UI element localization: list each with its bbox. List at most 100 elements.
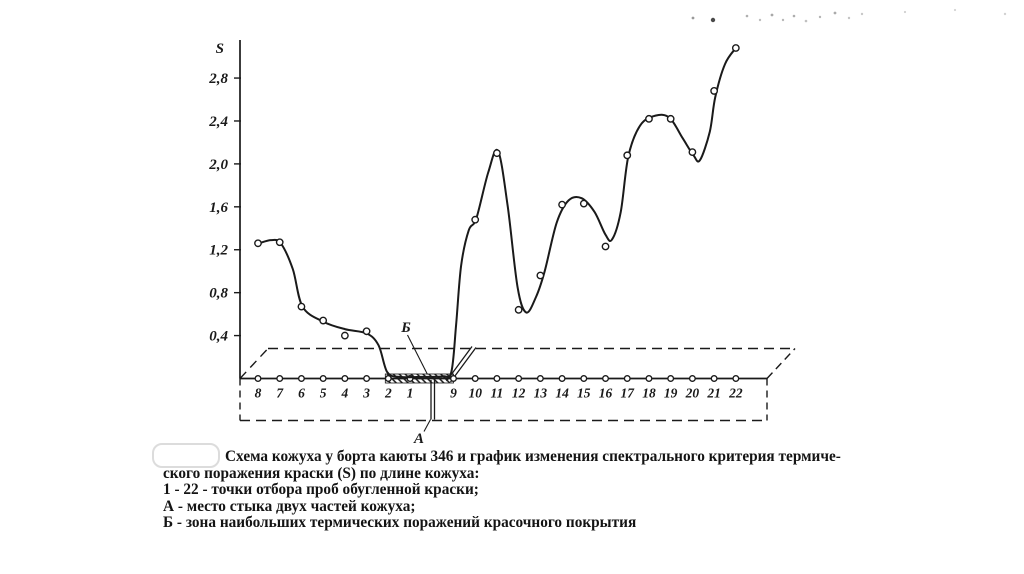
whiteout-box xyxy=(152,443,220,468)
joint-line-a xyxy=(430,380,436,420)
x-point-label: 22 xyxy=(728,386,743,401)
data-point-marker xyxy=(493,149,501,158)
y-tick-label: 2,8 xyxy=(208,71,228,87)
y-tick-label: 1,6 xyxy=(209,200,228,216)
sample-point-circle xyxy=(297,375,305,382)
x-point-label: 4 xyxy=(341,386,349,401)
x-point-label: 1 xyxy=(407,386,414,401)
x-point-label: 15 xyxy=(577,386,591,401)
data-curve xyxy=(258,47,737,379)
scan-noise-dot xyxy=(691,16,695,20)
x-point-label: 7 xyxy=(276,386,284,401)
annotation-a-label: А xyxy=(413,431,424,446)
scan-noise-dot xyxy=(792,14,796,18)
sample-point-circle xyxy=(363,375,371,382)
scan-noise-dot xyxy=(860,12,864,16)
y-tick-label: 2,4 xyxy=(208,114,228,130)
data-point-marker xyxy=(666,114,675,123)
sample-point-circle xyxy=(384,375,392,382)
x-point-label: 14 xyxy=(555,386,569,401)
a-leader-line xyxy=(423,419,431,432)
caption-line: 1 - 22 - точки отбора проб обугленной кр… xyxy=(163,481,479,498)
data-point-marker xyxy=(319,316,328,325)
data-point-marker xyxy=(536,271,545,280)
sample-point-circle xyxy=(558,375,566,382)
x-point-label: 3 xyxy=(362,386,370,401)
y-tick-label: 0,8 xyxy=(209,286,228,302)
x-point-label: 19 xyxy=(664,386,678,401)
scan-noise-dot xyxy=(745,14,749,18)
x-point-label: 6 xyxy=(298,386,305,401)
scan-noise-dot xyxy=(1003,12,1007,16)
sample-point-circle xyxy=(493,375,501,382)
data-point-marker xyxy=(275,238,284,247)
scan-noise-dot xyxy=(770,13,774,17)
y-tick-label: 1,2 xyxy=(209,243,228,259)
b-leader-line xyxy=(407,334,428,375)
sample-point-circle xyxy=(645,375,653,382)
x-point-label: 12 xyxy=(512,386,526,401)
sample-point-circle xyxy=(688,375,696,382)
y-axis-title: S xyxy=(216,41,224,57)
sample-point-circle xyxy=(319,375,327,382)
scan-noise-dot xyxy=(804,19,808,23)
x-point-label: 16 xyxy=(599,386,613,401)
data-point-marker xyxy=(623,151,632,160)
sample-point-circle xyxy=(341,375,349,382)
scan-noise-dot xyxy=(818,15,822,19)
sample-point-circle xyxy=(536,375,544,382)
data-point-marker xyxy=(514,305,523,314)
x-point-label: 11 xyxy=(491,386,504,401)
sample-point-circle xyxy=(623,375,631,382)
caption-line: Схема кожуха у борта каюты 346 и график … xyxy=(225,448,841,465)
sample-point-circle xyxy=(667,375,675,382)
data-point-marker xyxy=(579,199,588,208)
casing-schematic-outline xyxy=(239,347,796,422)
scan-noise-dot xyxy=(847,16,851,20)
sample-point-circle xyxy=(602,375,609,382)
sample-point-circle xyxy=(450,375,457,382)
x-point-label: 17 xyxy=(620,386,635,401)
sample-point-circle xyxy=(580,375,588,382)
scan-noise-dot xyxy=(903,10,907,14)
sample-point-circle xyxy=(732,375,740,382)
caption-line: Б - зона наибольших термических поражени… xyxy=(163,514,637,531)
sample-point-circle xyxy=(276,375,284,382)
data-point-marker xyxy=(558,200,566,209)
caption-line: ского поражения краски (S) по длине кожу… xyxy=(163,464,480,482)
sample-point-circle xyxy=(471,375,479,382)
caption-line: А - место стыка двух частей кожуха; xyxy=(163,497,416,515)
x-point-label: 10 xyxy=(468,386,482,401)
x-point-label: 21 xyxy=(706,386,721,401)
data-point-marker xyxy=(362,327,371,336)
scan-noise-dot xyxy=(833,11,837,15)
x-point-label: 5 xyxy=(320,386,327,401)
x-point-label: 13 xyxy=(534,386,548,401)
data-point-marker xyxy=(731,44,740,52)
data-point-marker xyxy=(645,114,653,123)
data-point-marker xyxy=(254,239,262,248)
sample-point-circle xyxy=(515,375,523,382)
sample-point-circle xyxy=(710,375,718,382)
x-point-label: 18 xyxy=(642,386,656,401)
figure-caption: Схема кожуха у борта каюты 346 и график … xyxy=(163,448,841,532)
x-point-label: 2 xyxy=(384,386,392,401)
scan-noise-dot xyxy=(758,18,762,22)
y-tick-label: 2,0 xyxy=(208,157,228,173)
figure-canvas: 0,40,81,21,62,02,42,88 7 6 5 4 3 2 1 9 10 11 12 13 14… xyxy=(208,8,1007,446)
data-point-marker xyxy=(340,331,349,340)
annotation-b-label: Б xyxy=(400,320,411,336)
data-point-marker xyxy=(601,242,610,251)
sample-point-circle xyxy=(254,375,262,382)
data-point-marker xyxy=(710,87,719,95)
scan-noise-dot xyxy=(710,17,716,23)
scan-noise-dot xyxy=(781,18,785,22)
x-point-label: 8 xyxy=(255,386,262,401)
data-point-marker xyxy=(688,148,697,156)
scan-noise-dot xyxy=(953,8,957,12)
x-point-label: 9 xyxy=(450,386,457,401)
casing-left-diagonal xyxy=(239,348,269,379)
casing-right-diagonal xyxy=(766,348,796,379)
y-tick-label: 0,4 xyxy=(209,329,228,345)
